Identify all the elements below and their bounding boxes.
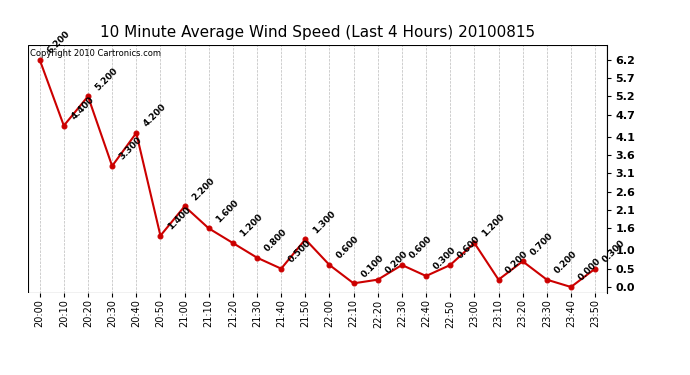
Text: 3.300: 3.300 (118, 136, 144, 162)
Text: 0.200: 0.200 (384, 249, 409, 276)
Text: 0.000: 0.000 (577, 257, 602, 283)
Text: 1.200: 1.200 (480, 213, 506, 239)
Text: 4.400: 4.400 (70, 95, 96, 122)
Text: 0.200: 0.200 (553, 249, 578, 276)
Text: 1.200: 1.200 (239, 213, 265, 239)
Text: 0.100: 0.100 (359, 253, 385, 279)
Title: 10 Minute Average Wind Speed (Last 4 Hours) 20100815: 10 Minute Average Wind Speed (Last 4 Hou… (100, 25, 535, 40)
Text: 0.300: 0.300 (601, 238, 627, 264)
Text: 2.200: 2.200 (190, 176, 217, 202)
Text: 5.200: 5.200 (94, 66, 120, 92)
Text: 0.500: 0.500 (287, 238, 313, 264)
Text: 0.800: 0.800 (263, 227, 288, 254)
Text: 0.300: 0.300 (432, 246, 457, 272)
Text: 0.600: 0.600 (335, 235, 361, 261)
Text: 1.300: 1.300 (311, 209, 337, 235)
Text: 0.700: 0.700 (529, 231, 555, 257)
Text: 0.600: 0.600 (408, 235, 433, 261)
Text: 6.200: 6.200 (46, 29, 72, 56)
Text: 1.600: 1.600 (215, 198, 241, 224)
Text: Copyright 2010 Cartronics.com: Copyright 2010 Cartronics.com (30, 49, 161, 58)
Text: 0.600: 0.600 (456, 235, 482, 261)
Text: 1.400: 1.400 (166, 205, 193, 231)
Text: 0.200: 0.200 (504, 249, 530, 276)
Text: 4.200: 4.200 (142, 102, 168, 129)
